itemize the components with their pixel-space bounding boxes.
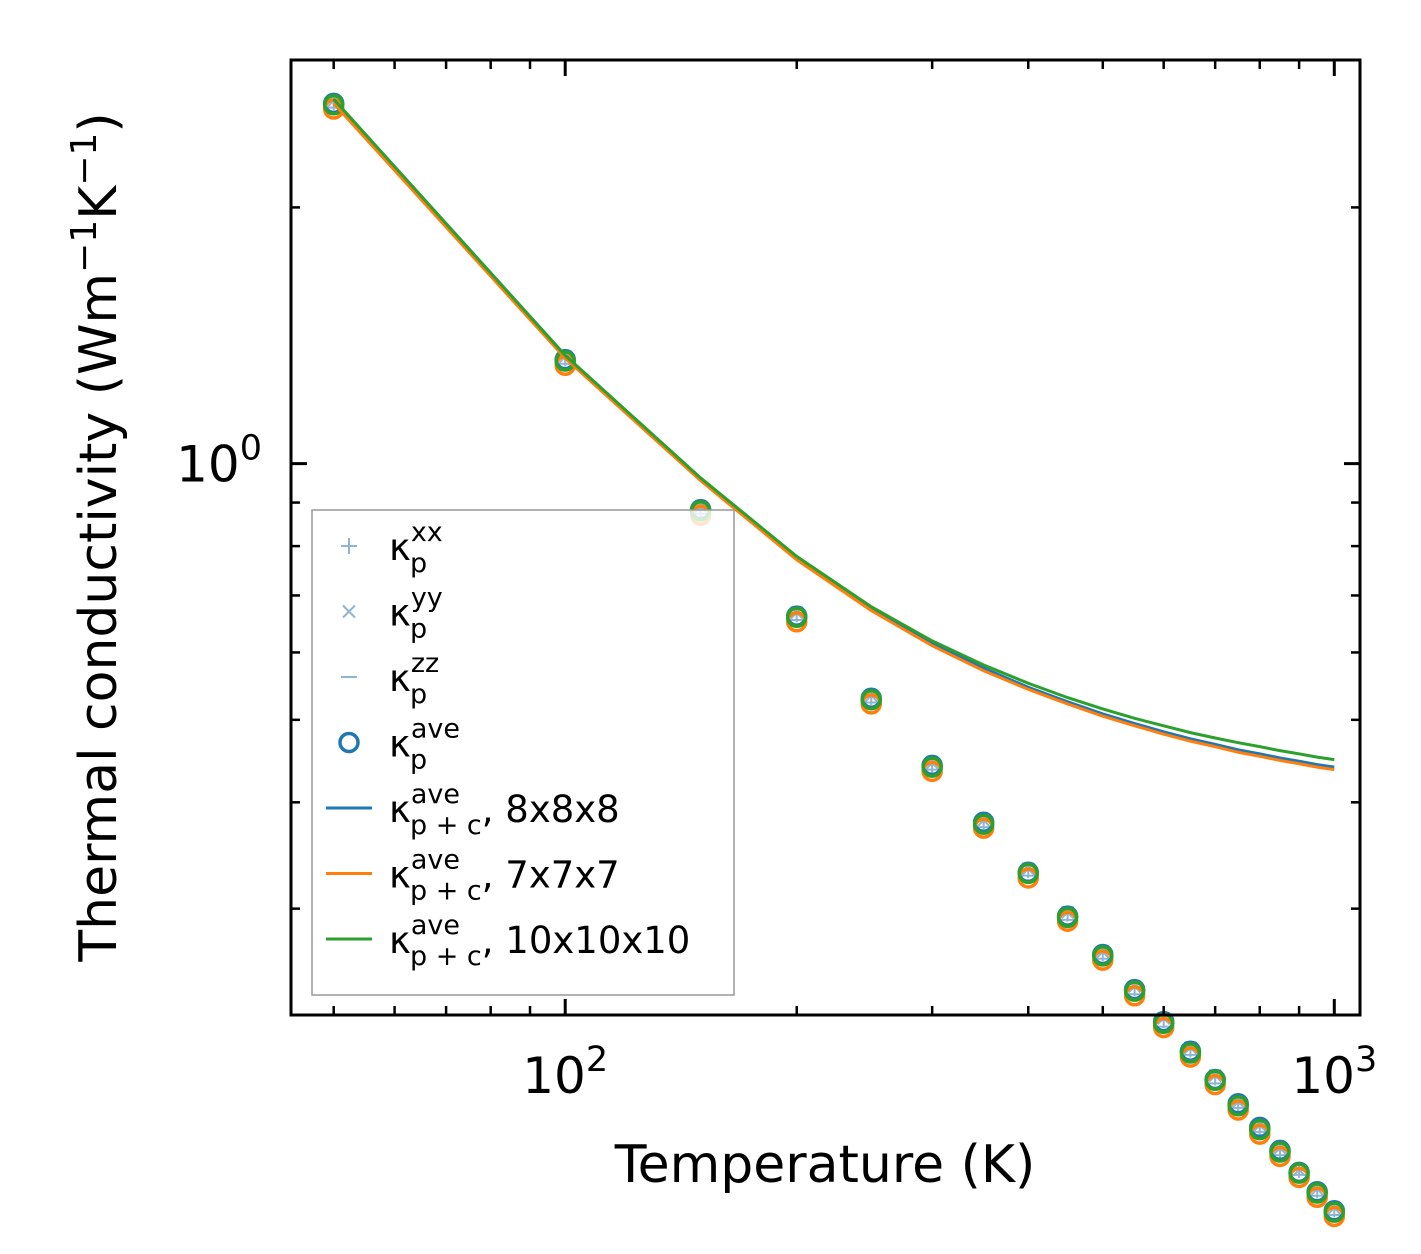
kp_ave_green-point	[322, 94, 345, 116]
x-tick-label: 102	[522, 1040, 608, 1105]
kp_ave_green-point	[1288, 1162, 1310, 1184]
kp_ave_green-point	[1323, 1201, 1346, 1223]
x-tick-label-exp: 3	[1355, 1040, 1377, 1080]
legend-base: κ	[389, 723, 411, 766]
kp_ave_green-point	[554, 350, 576, 372]
legend-sup: ave	[411, 779, 460, 810]
x-axis-label: Temperature (K)	[614, 1135, 1036, 1195]
legend-marker-kp_ave	[338, 731, 360, 754]
plot-area	[322, 92, 1346, 1228]
legend-suffix: , 10x10x10	[482, 919, 691, 962]
legend-sub: p	[410, 548, 427, 579]
legend-sup: xx	[411, 517, 443, 548]
kp_ave_green-point	[1306, 1182, 1328, 1204]
kp_ave_green-point	[1179, 1042, 1202, 1064]
kp_ave_green-point	[1056, 906, 1079, 929]
legend-label-kpc_10x10x10: κave p + c, 10x10x10	[389, 910, 690, 972]
plot-frame	[289, 58, 1362, 1017]
legend-marker-kp_yy	[342, 604, 356, 619]
y-tick-label-exp: 0	[240, 429, 262, 469]
x-tick-label-base: 10	[522, 1047, 586, 1105]
series-line-kpc_10x10x10	[332, 98, 1335, 762]
legend-suffix: , 8x8x8	[482, 788, 620, 831]
y-axis-label-main: Thermal conductivity (Wm	[69, 273, 129, 963]
legend-base: κ	[389, 788, 411, 831]
legend-marker-kp_yy-d2	[342, 604, 356, 619]
legend-marker-kp_xx	[341, 538, 357, 554]
kp_ave_green-point	[860, 688, 883, 711]
y-axis-label-mid: K	[69, 184, 129, 220]
legend-sub: p + c	[410, 941, 482, 972]
y-axis-label-exp2: −1	[64, 133, 105, 186]
legend-label-kpc_7x7x7: κave p + c, 7x7x7	[389, 845, 620, 907]
y-tick-label-base: 10	[176, 436, 240, 494]
legend-sup: yy	[411, 583, 443, 614]
legend-base: κ	[389, 919, 411, 962]
x-tick-label-exp: 2	[586, 1040, 608, 1080]
legend-sub: p	[410, 614, 427, 645]
series-line-kpc_7x7x7	[332, 102, 1335, 772]
legend-base: κ	[389, 657, 411, 700]
kp_ave_green-point	[921, 756, 943, 778]
y-axis-label-exp1: −1	[64, 220, 105, 273]
kp_ave_green-point	[1269, 1141, 1291, 1163]
kp_ave_green-point	[1092, 945, 1114, 967]
y-axis-label-end: )	[69, 112, 129, 132]
x-tick-label: 103	[1291, 1040, 1377, 1105]
kp_ave_green-point	[1017, 862, 1039, 885]
x-tick-label-base: 10	[1291, 1047, 1355, 1105]
kp_ave_green-point	[785, 606, 808, 628]
legend-label-kp_zz: κzz p	[389, 648, 439, 710]
legend-label-kp_xx: κxx p	[389, 517, 443, 579]
kp_ave_green-point	[1123, 980, 1146, 1002]
legend-label-kp_yy: κyy p	[389, 583, 443, 645]
y-tick-label: 100	[176, 429, 262, 494]
legend-sub: p + c	[410, 810, 482, 841]
legend-sub: p + c	[410, 876, 482, 907]
y-axis-label: Thermal conductivity (Wm−1K−1)	[64, 112, 129, 962]
kp_ave_green-point	[1204, 1069, 1226, 1091]
legend-sup: ave	[411, 845, 460, 876]
kp_ave_green-point	[1227, 1095, 1249, 1117]
major-ticks	[291, 60, 1360, 1015]
kp_ave_green-point	[972, 813, 995, 835]
legend-base: κ	[389, 526, 411, 569]
legend-sup: zz	[411, 648, 439, 679]
kp_ave_green-point	[1249, 1118, 1271, 1141]
legend-label-kp_ave: κave p	[389, 714, 460, 776]
legend-sub: p	[410, 745, 427, 776]
legend-box	[311, 509, 735, 996]
legend-sup: ave	[411, 714, 460, 745]
legend-label-kpc_8x8x8: κave p + c, 8x8x8	[389, 779, 620, 841]
legend-sub: p	[410, 679, 427, 710]
legend-base: κ	[389, 592, 411, 635]
legend-base: κ	[389, 854, 411, 897]
series-kp_ave_green	[322, 94, 1346, 1223]
legend-sup: ave	[411, 910, 460, 941]
legend-suffix: , 7x7x7	[482, 854, 620, 897]
